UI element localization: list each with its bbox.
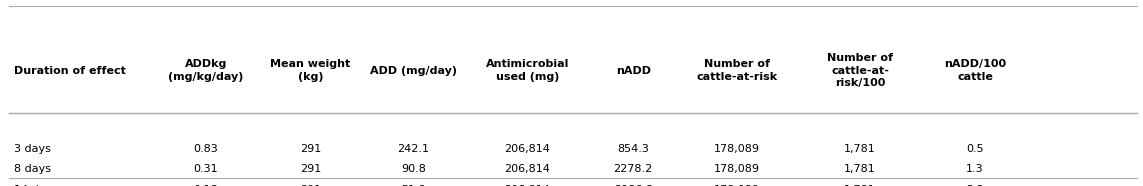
Text: nADD: nADD [616, 66, 650, 76]
Text: 1,781: 1,781 [845, 185, 876, 186]
Text: 1,781: 1,781 [845, 144, 876, 154]
Text: 3 days: 3 days [14, 144, 50, 154]
Text: nADD/100
cattle: nADD/100 cattle [944, 59, 1006, 82]
Text: 178,089: 178,089 [713, 144, 760, 154]
Text: Duration of effect: Duration of effect [14, 66, 126, 76]
Text: 854.3: 854.3 [617, 144, 649, 154]
Text: 206,814: 206,814 [504, 144, 551, 154]
Text: 291: 291 [299, 185, 321, 186]
Text: 291: 291 [299, 144, 321, 154]
Text: 2.2: 2.2 [966, 185, 984, 186]
Text: 1.3: 1.3 [966, 164, 984, 174]
Text: ADD (mg/day): ADD (mg/day) [369, 66, 457, 76]
Text: Mean weight
(kg): Mean weight (kg) [270, 59, 351, 82]
Text: 51.9: 51.9 [401, 185, 425, 186]
Text: 1,781: 1,781 [845, 164, 876, 174]
Text: 206,814: 206,814 [504, 185, 551, 186]
Text: 0.5: 0.5 [966, 144, 984, 154]
Text: 178,089: 178,089 [713, 164, 760, 174]
Text: 2278.2: 2278.2 [614, 164, 653, 174]
Text: 8 days: 8 days [14, 164, 50, 174]
Text: 0.18: 0.18 [193, 185, 218, 186]
Text: 206,814: 206,814 [504, 164, 551, 174]
Text: 0.83: 0.83 [193, 144, 218, 154]
Text: Antimicrobial
used (mg): Antimicrobial used (mg) [486, 59, 569, 82]
Text: ADDkg
(mg/kg/day): ADDkg (mg/kg/day) [168, 59, 243, 82]
Text: Number of
cattle-at-risk: Number of cattle-at-risk [696, 59, 777, 82]
Text: Number of
cattle-at-
risk/100: Number of cattle-at- risk/100 [828, 53, 893, 89]
Text: 14 days: 14 days [14, 185, 57, 186]
Text: 0.31: 0.31 [193, 164, 218, 174]
Text: 291: 291 [299, 164, 321, 174]
Text: 90.8: 90.8 [401, 164, 425, 174]
Text: 178,089: 178,089 [713, 185, 760, 186]
Text: 3986.8: 3986.8 [614, 185, 653, 186]
Text: 242.1: 242.1 [398, 144, 429, 154]
